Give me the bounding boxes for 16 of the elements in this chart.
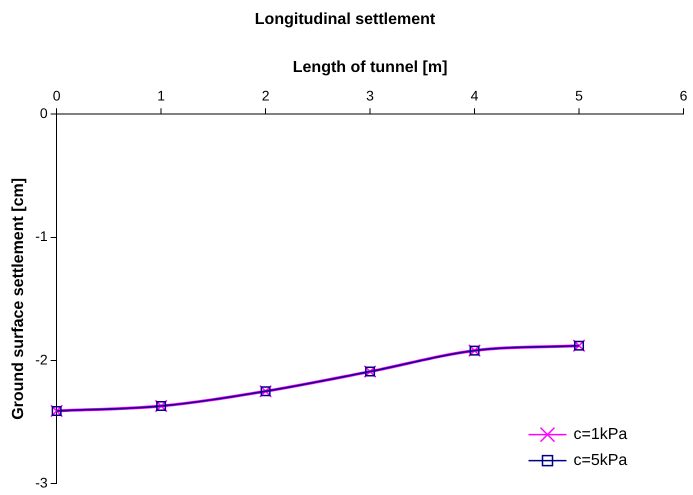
x-tick-label: 0 <box>52 88 61 104</box>
y-tick-label: 0 <box>40 105 48 122</box>
y-tick-label: -1 <box>35 228 48 244</box>
y-axis-title: Ground surface settlement [cm] <box>10 178 28 420</box>
y-tick-label: -3 <box>35 474 48 490</box>
x-tick-label: 2 <box>262 88 270 104</box>
chart-title: Longitudinal settlement <box>254 11 436 28</box>
x-axis-title: Length of tunnel [m] <box>292 59 448 76</box>
legend-label: c=5kPa <box>574 452 628 470</box>
x-tick-label: 4 <box>470 88 479 104</box>
x-tick-label: 3 <box>366 88 374 104</box>
x-tick-label: 6 <box>680 88 688 104</box>
y-tick-label: -2 <box>35 351 48 368</box>
x-tick-label: 5 <box>575 88 584 104</box>
legend-label: c=1kPa <box>574 426 628 444</box>
x-tick-label: 1 <box>157 88 166 104</box>
